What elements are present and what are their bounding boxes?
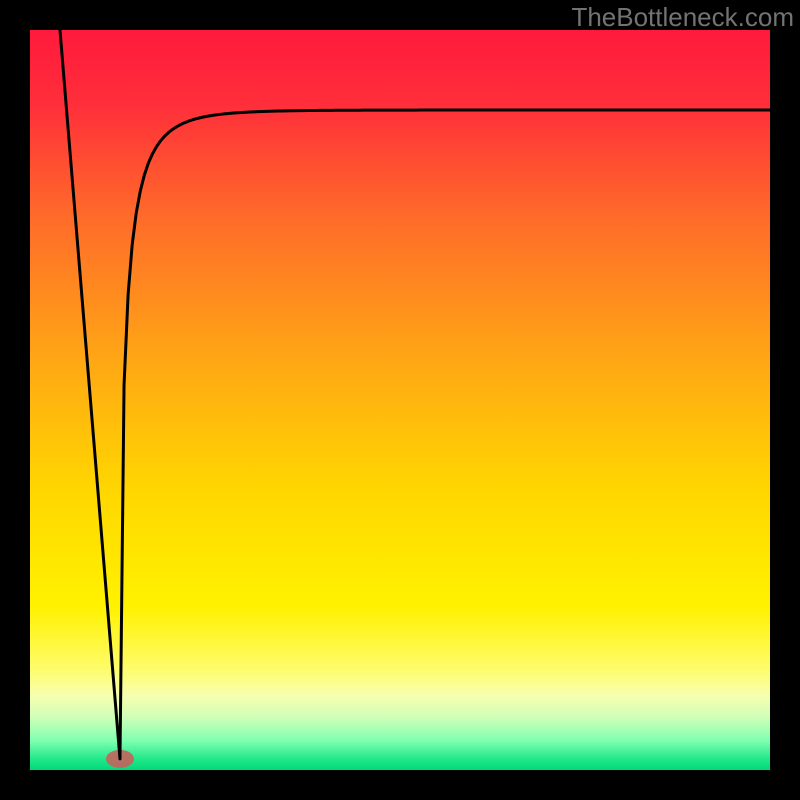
bottleneck-chart (0, 0, 800, 800)
watermark-text: TheBottleneck.com (571, 2, 794, 33)
gradient-background (30, 30, 770, 770)
stage: TheBottleneck.com (0, 0, 800, 800)
